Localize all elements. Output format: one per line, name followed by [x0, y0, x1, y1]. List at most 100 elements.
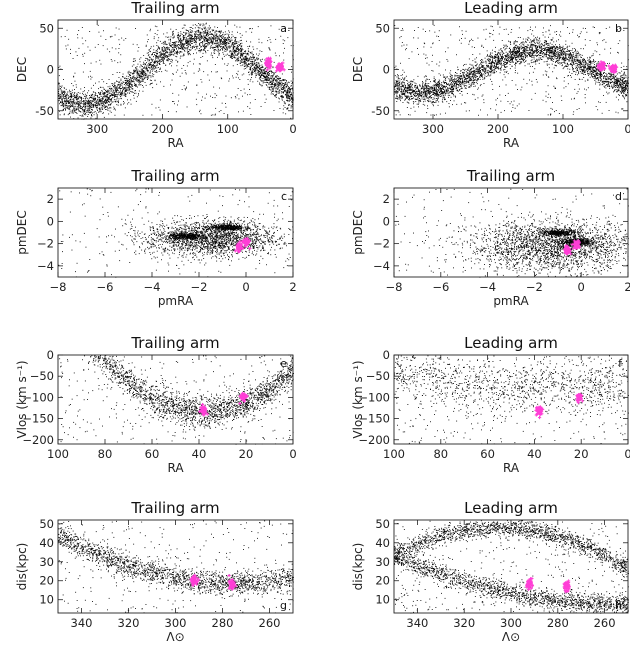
panel-title: Leading arm	[464, 334, 558, 352]
x-tick-label: 100	[47, 447, 69, 461]
panel-d: Trailing arm −8 −6 −4 −2 0 2 −4 −2 0 2 pmRA pmDEC d	[351, 167, 630, 308]
y-tick-label: 50	[39, 517, 54, 531]
y-axis-label: dis(kpc)	[351, 543, 365, 591]
x-tick-label: 100	[217, 122, 239, 136]
y-tick-label: 2	[383, 192, 390, 206]
y-tick-label: 40	[39, 536, 54, 550]
stream-points	[58, 520, 294, 614]
panel-letter: f	[618, 357, 623, 370]
x-tick-label: 80	[433, 447, 448, 461]
stream-points	[58, 188, 294, 278]
plot-frame	[57, 519, 294, 614]
x-tick-label: −6	[97, 280, 114, 294]
x-tick-label: 0	[242, 280, 249, 294]
stream-points	[58, 22, 294, 120]
panel-title: Trailing arm	[466, 167, 555, 185]
y-tick-label: -50	[371, 104, 390, 118]
x-tick-label: 200	[487, 122, 509, 136]
y-tick-label: 2	[47, 192, 54, 206]
x-tick-label: −4	[479, 280, 496, 294]
x-axis-label: RA	[167, 136, 184, 150]
x-axis-label: RA	[503, 461, 520, 475]
x-tick-label: 300	[165, 616, 187, 630]
x-tick-label: −4	[144, 280, 161, 294]
x-axis-label: pmRA	[493, 294, 529, 308]
y-axis-label: pmDEC	[15, 210, 29, 255]
y-tick-label: 50	[375, 21, 390, 35]
y-tick-label: 40	[375, 536, 390, 550]
star-group-2	[274, 61, 286, 73]
star-group-1	[263, 56, 273, 72]
x-axis-label: Λ⊙	[166, 630, 184, 644]
plot-frame	[57, 354, 294, 445]
y-tick-label: 50	[375, 517, 390, 531]
y-axis-label: DEC	[15, 57, 29, 82]
panel-title: Trailing arm	[130, 0, 219, 17]
stream-points	[394, 520, 629, 614]
x-tick-label: 340	[71, 616, 93, 630]
panel-title: Trailing arm	[130, 334, 219, 352]
x-tick-label: 60	[145, 447, 160, 461]
panel-letter: c	[281, 190, 287, 203]
x-tick-label: 260	[259, 616, 281, 630]
panel-letter: h	[615, 599, 622, 612]
x-tick-label: 40	[192, 447, 207, 461]
y-tick-label: −4	[37, 259, 54, 273]
y-tick-label: −50	[30, 369, 54, 383]
star-group-2	[238, 391, 249, 406]
x-tick-label: 0	[578, 280, 585, 294]
y-tick-label: 30	[375, 555, 390, 569]
x-tick-label: 280	[547, 616, 569, 630]
panel-f: Leading arm 100 80 60 40 20 0 −200 −150 −100 −50 0 R…	[351, 334, 630, 475]
panel-letter: e	[280, 357, 287, 370]
x-tick-label: −2	[526, 280, 543, 294]
star-group-1	[233, 239, 245, 254]
y-tick-label: −200	[22, 433, 54, 447]
y-tick-label: −150	[358, 412, 390, 426]
y-tick-label: 0	[47, 63, 54, 77]
panel-letter: b	[615, 22, 622, 35]
x-tick-label: 300	[422, 122, 444, 136]
y-tick-label: 50	[39, 21, 54, 35]
y-axis-label: dis(kpc)	[15, 543, 29, 591]
stream-points	[395, 188, 629, 278]
y-axis-label: Vlos (km s⁻¹)	[351, 360, 365, 438]
x-axis-label: RA	[167, 461, 184, 475]
y-tick-label: 10	[375, 593, 390, 607]
y-tick-label: 20	[39, 574, 54, 588]
y-tick-label: 0	[47, 348, 54, 362]
x-tick-label: −8	[386, 280, 403, 294]
y-tick-label: −4	[373, 259, 390, 273]
x-tick-label: 60	[480, 447, 495, 461]
star-group-2	[240, 236, 252, 251]
panel-b: Leading arm 300 200 100 0 -50 0 50 RA DEC b	[351, 0, 630, 150]
y-tick-label: 0	[47, 214, 54, 228]
x-tick-label: 300	[500, 616, 522, 630]
x-tick-label: 260	[594, 616, 616, 630]
y-tick-label: −150	[22, 412, 54, 426]
x-tick-label: 80	[98, 447, 113, 461]
x-tick-label: 0	[624, 447, 630, 461]
y-tick-label: 20	[375, 574, 390, 588]
panel-c: Trailing arm −8 −6 −4 −2 0 2 −4 −2 0 2 pmRA pmDEC c	[15, 167, 297, 308]
x-tick-label: 2	[289, 280, 296, 294]
star-group-2	[607, 63, 619, 75]
x-tick-label: 20	[239, 447, 254, 461]
stream-points	[394, 355, 629, 445]
panel-g: Trailing arm 340 320 300 280 260 10 20 30 40 50 Λ⊙ d…	[15, 499, 294, 644]
y-tick-label: 0	[383, 348, 390, 362]
panel-title: Trailing arm	[130, 499, 219, 517]
x-tick-label: 0	[289, 122, 296, 136]
y-tick-label: −2	[37, 237, 54, 251]
y-tick-label: 10	[39, 593, 54, 607]
star-group-2	[562, 579, 571, 594]
plot-frame	[393, 354, 629, 445]
y-tick-label: −200	[358, 433, 390, 447]
star-group-1	[596, 60, 607, 72]
stream-points	[59, 355, 294, 445]
y-tick-label: −2	[373, 237, 390, 251]
x-tick-label: 100	[383, 447, 405, 461]
plot-frame	[57, 187, 294, 278]
star-group-2	[575, 392, 584, 405]
